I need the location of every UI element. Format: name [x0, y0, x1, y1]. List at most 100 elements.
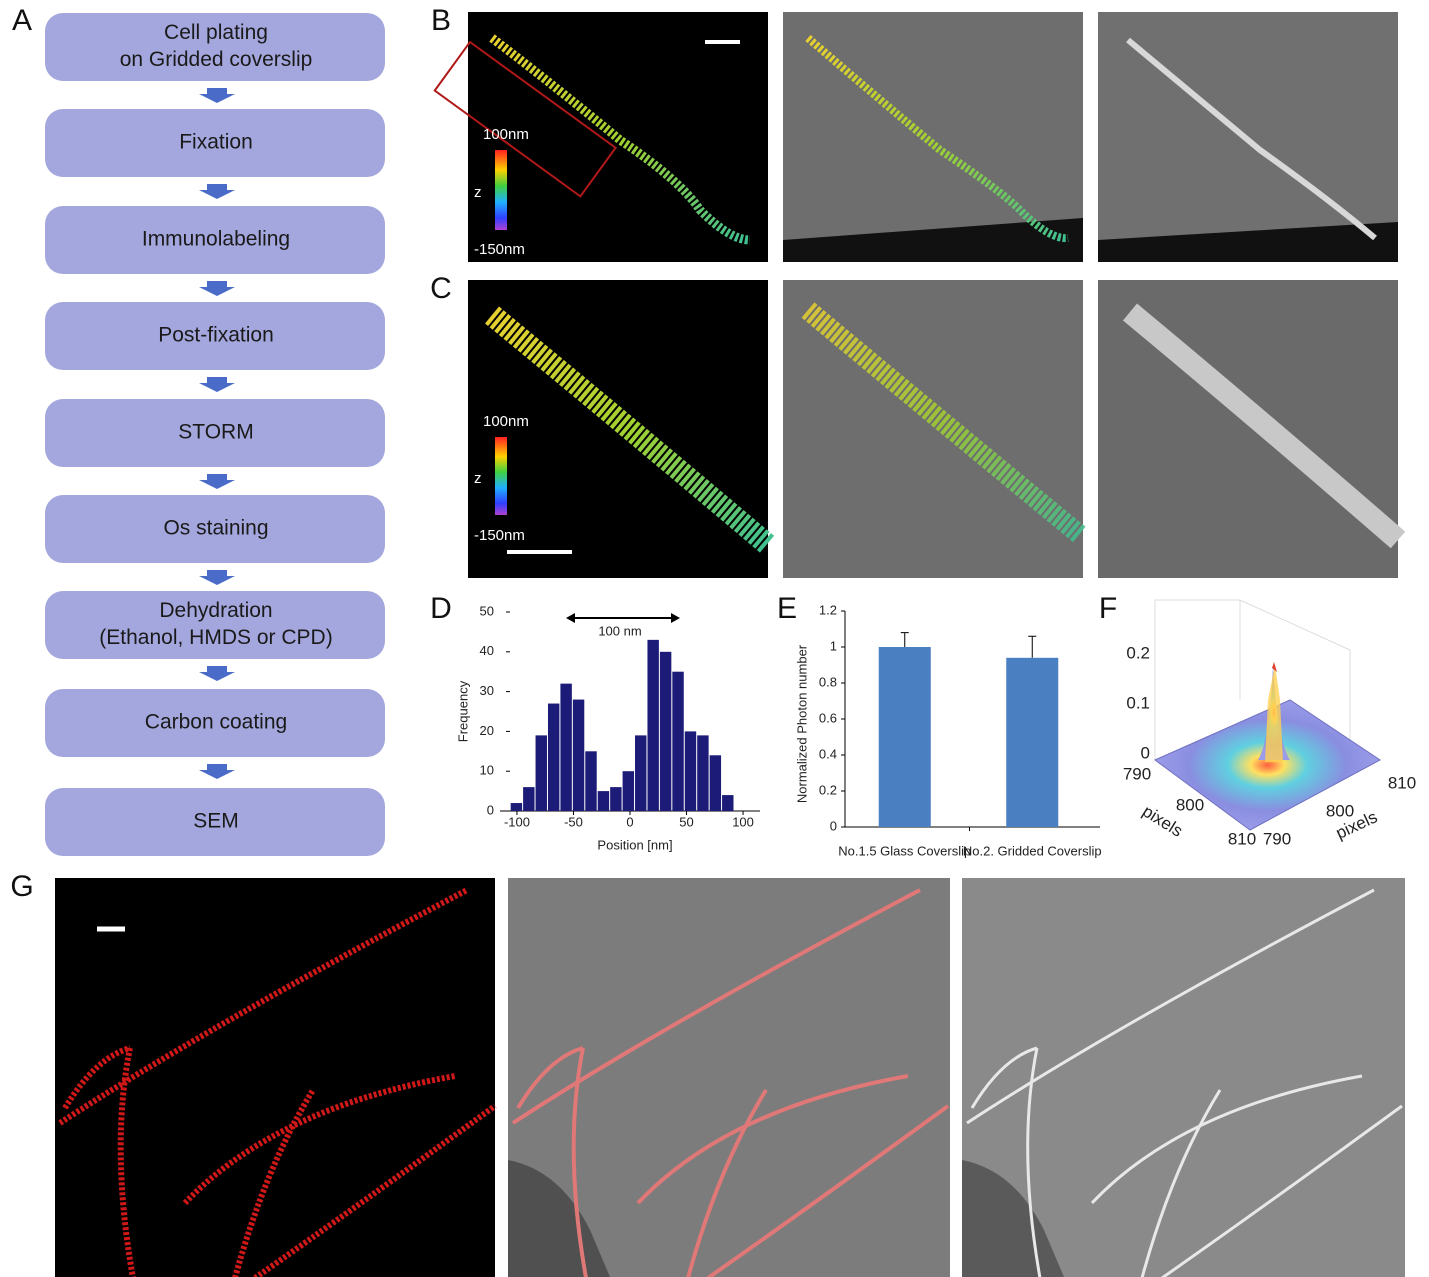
panel-label: C — [430, 272, 452, 305]
step-box — [45, 591, 385, 659]
step-arrow — [199, 281, 235, 296]
bar — [523, 787, 535, 811]
charts: 100 nm -100 -50 0 50 10001020304050Position … — [455, 602, 1101, 858]
step-label: Carbon coating — [145, 711, 287, 734]
y-tick-label: 790 — [1263, 829, 1291, 848]
y-tick-label: 0.2 — [819, 782, 837, 797]
step-box — [45, 109, 385, 177]
panel-g — [55, 878, 1405, 1277]
colorbar — [495, 437, 507, 515]
y-tick-label: 20 — [480, 723, 494, 738]
step-arrow — [199, 764, 235, 779]
step-label: on Gridded coverslip — [120, 48, 313, 71]
x-tick-label: 810 — [1228, 829, 1256, 848]
panel-label: E — [777, 592, 797, 625]
bar — [709, 755, 722, 811]
z-tick-label: 0.1 — [1126, 693, 1150, 712]
bar — [878, 647, 931, 827]
step-label: Immunolabeling — [142, 228, 290, 251]
step-box — [45, 495, 385, 563]
y-tick-label: 0 — [830, 818, 837, 833]
colorbar-axis: z — [474, 470, 482, 487]
step-arrow — [199, 88, 235, 103]
bar — [647, 639, 659, 811]
box — [1154, 599, 1351, 761]
step-arrow — [199, 377, 235, 392]
panel-labels: A B C D E F G — [10, 4, 1117, 903]
bar — [659, 651, 672, 811]
colorbar-axis: z — [474, 184, 482, 201]
bar — [585, 751, 597, 811]
image-edge — [783, 218, 1083, 262]
colorbar — [495, 150, 507, 230]
filament — [801, 302, 1087, 543]
x-axis-label: Position [nm] — [597, 837, 672, 852]
error-bar — [1028, 635, 1037, 658]
z-tick-label: 0 — [1141, 743, 1150, 762]
step-label: STORM — [178, 421, 253, 444]
panel-c: 100nm z -150nm — [468, 280, 1406, 578]
filament — [1126, 37, 1377, 241]
z-tick-label: 0.2 — [1126, 643, 1150, 662]
sem-image — [962, 878, 1405, 1277]
bar — [672, 671, 684, 811]
step-label: SEM — [193, 810, 239, 833]
panel-label: D — [430, 592, 452, 625]
panel-f: 0.2 0.1 0 790 800 810 790 800 810 pixels… — [1123, 599, 1416, 848]
step-box — [45, 206, 385, 274]
step-label: Post-fixation — [158, 324, 274, 347]
panel-label: F — [1099, 592, 1117, 625]
step-box — [45, 689, 385, 757]
step-box — [45, 302, 385, 370]
x-tick-label: 50 — [679, 814, 693, 829]
bar — [684, 731, 697, 811]
y-tick-label: 0.4 — [819, 746, 837, 761]
step-label: Dehydration — [159, 599, 272, 622]
bar — [610, 787, 622, 811]
filament — [485, 306, 776, 554]
step-label: (Ethanol, HMDS or CPD) — [99, 626, 332, 649]
filament — [489, 34, 751, 245]
x-tick-label: 790 — [1123, 764, 1151, 783]
storm-image — [55, 878, 495, 1277]
roi-box — [433, 40, 618, 198]
x-tick-label: No.1.5 Glass Coverslip — [838, 843, 971, 858]
bar — [547, 703, 560, 811]
x-tick-label: -50 — [564, 814, 583, 829]
y-tick-label: 1 — [830, 638, 837, 653]
panel-label: G — [10, 870, 33, 903]
surface-peak — [1265, 665, 1283, 762]
filament — [1122, 303, 1406, 549]
panel-b: 100nm z -150nm — [433, 12, 1398, 262]
step-box — [45, 399, 385, 467]
surface — [1154, 699, 1381, 831]
error-bar — [900, 632, 909, 647]
step-label: Cell plating — [164, 21, 268, 44]
bar — [597, 791, 610, 811]
cell-body — [508, 1160, 610, 1277]
step-arrow — [199, 474, 235, 489]
surface-peak — [1272, 662, 1277, 672]
bar — [560, 683, 572, 811]
bar — [635, 735, 647, 811]
x-tick-label: 0 — [626, 814, 633, 829]
filament — [805, 34, 1069, 243]
x-tick-label: -100 — [504, 814, 530, 829]
y-tick-label: 0.6 — [819, 710, 837, 725]
colorbar-top: 100nm — [483, 126, 529, 143]
colorbar-bottom: -150nm — [474, 527, 525, 544]
bar — [722, 795, 734, 811]
step-arrow — [199, 570, 235, 585]
y-tick-label: 810 — [1388, 773, 1416, 792]
cell-body — [962, 1160, 1064, 1277]
overlay-image — [783, 12, 1083, 262]
x-tick-label: 800 — [1176, 795, 1204, 814]
colorbar-top: 100nm — [483, 413, 529, 430]
bar — [697, 735, 709, 811]
step-label: Os staining — [163, 517, 268, 540]
y-axis-label: Frequency — [455, 680, 470, 742]
y-tick-label: 800 — [1326, 801, 1354, 820]
panel-a: Cell plating on Gridded coverslip Fixation… — [45, 13, 385, 856]
step-arrow — [199, 184, 235, 199]
